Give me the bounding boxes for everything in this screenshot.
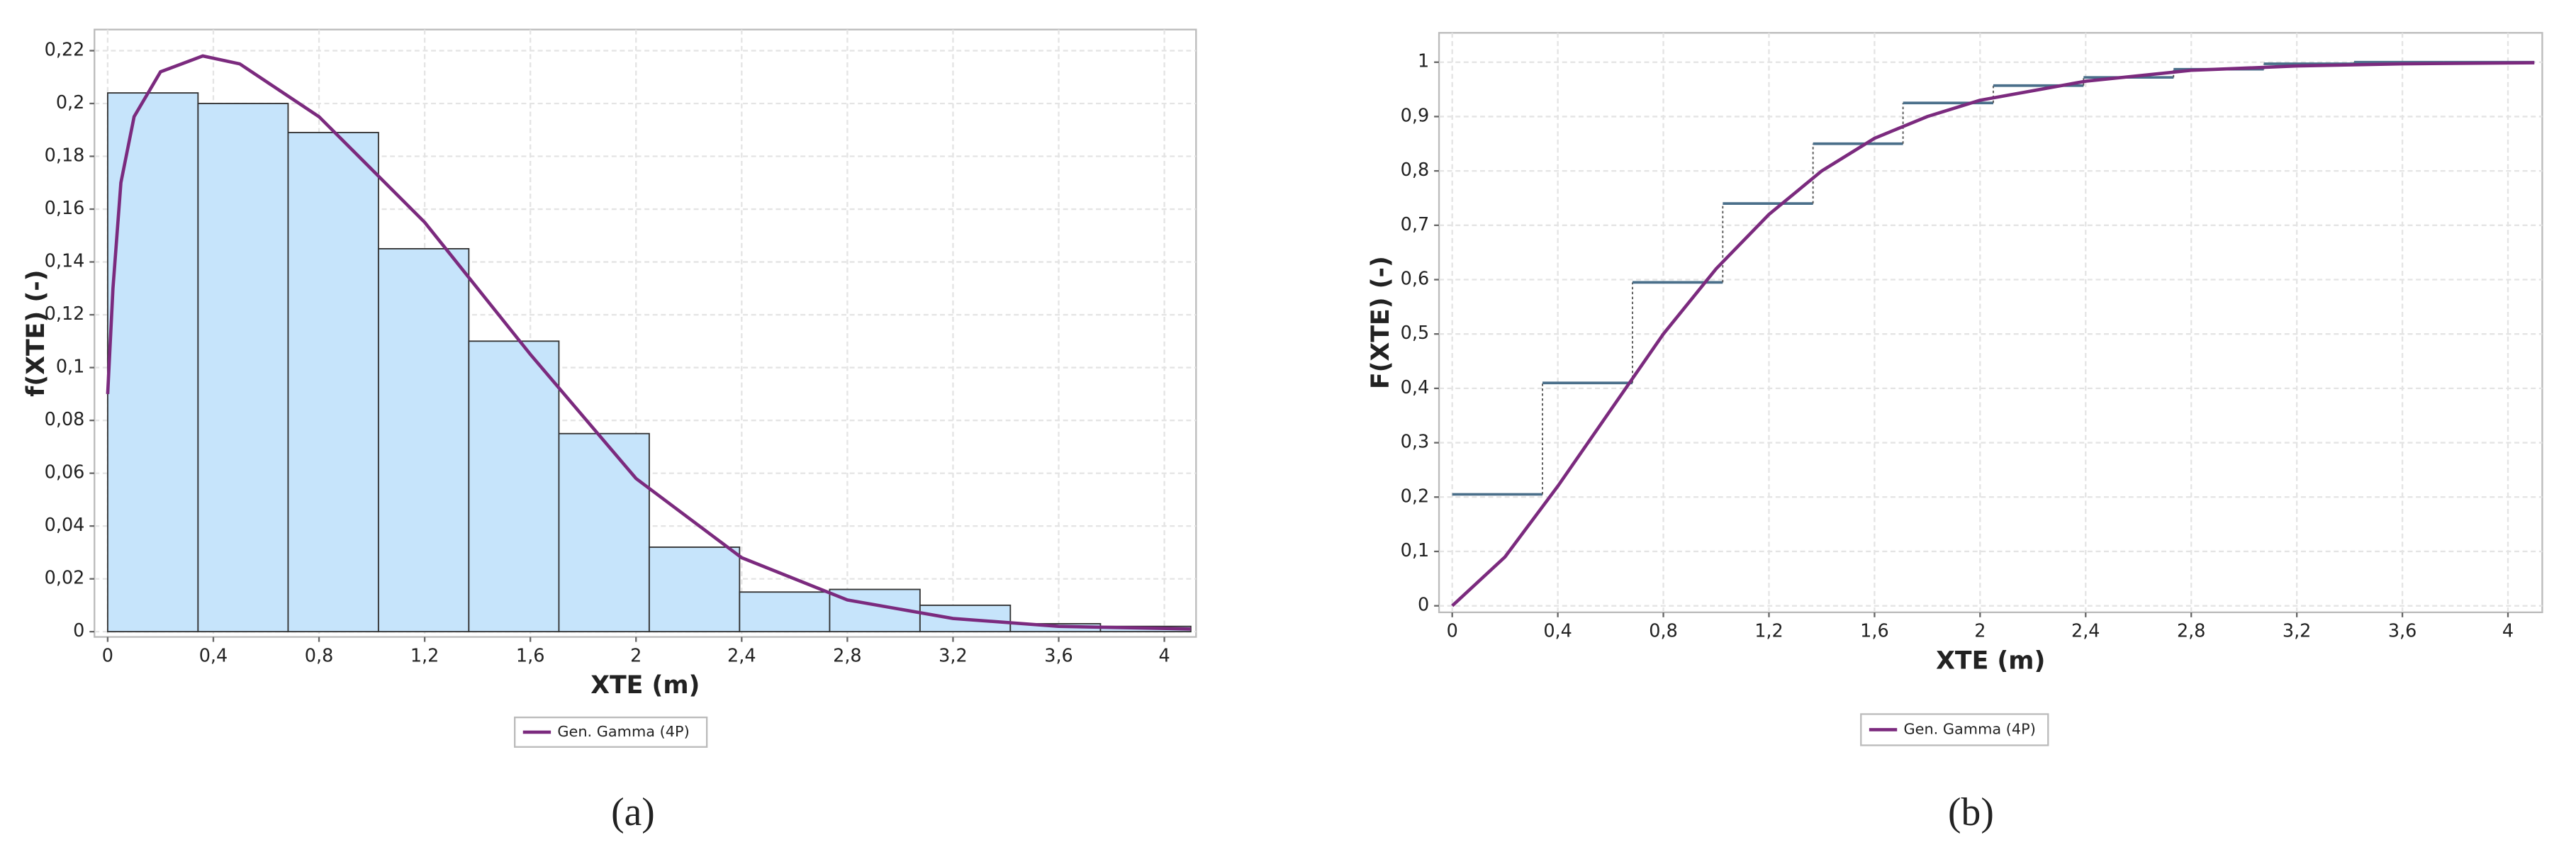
y-tick-label: 0,12 [45, 303, 85, 325]
bar [468, 340, 560, 633]
x-tick-label: 3,6 [2388, 621, 2417, 642]
y-tick-label: 0,3 [1401, 432, 1430, 453]
legend-label: Gen. Gamma (4P) [1903, 720, 2035, 737]
x-tick-label: 1,6 [1860, 621, 1889, 642]
y-axis-label: f(XTE) (-) [22, 270, 50, 397]
x-tick-label: 2 [1974, 621, 1986, 642]
y-tick-label: 0,6 [1401, 269, 1430, 290]
x-tick-label: 2 [630, 645, 642, 666]
caption: (b) [1948, 790, 1994, 834]
bar [558, 432, 650, 633]
x-tick-label: 3,6 [1044, 645, 1073, 666]
y-tick-label: 0,08 [45, 409, 85, 430]
x-axis-label: XTE (m) [1936, 646, 2045, 675]
bar [648, 546, 741, 633]
x-tick-label: 0,8 [305, 645, 334, 666]
x-tick-label: 0,8 [1649, 621, 1678, 642]
y-tick-label: 0,9 [1401, 105, 1430, 126]
x-tick-label: 0 [1447, 621, 1458, 642]
y-tick-label: 0,7 [1401, 214, 1430, 235]
y-tick-label: 0,4 [1401, 377, 1430, 398]
y-tick-label: 0,5 [1401, 323, 1430, 344]
y-tick-label: 0,1 [1401, 540, 1430, 561]
x-axis-label: XTE (m) [590, 671, 700, 700]
bar [739, 591, 831, 633]
bar [106, 92, 199, 633]
plot-area [1438, 32, 2543, 614]
x-tick-label: 3,2 [939, 645, 968, 666]
y-tick-label: 0 [73, 620, 84, 641]
x-tick-label: 0,4 [1543, 621, 1572, 642]
y-tick-label: 0,02 [45, 568, 85, 589]
bar [287, 132, 379, 633]
x-tick-label: 1,2 [1754, 621, 1783, 642]
legend-label: Gen. Gamma (4P) [557, 723, 689, 740]
y-tick-label: 1 [1418, 51, 1429, 72]
y-tick-label: 0,8 [1401, 159, 1430, 181]
y-tick-label: 0,22 [45, 39, 85, 60]
y-tick-label: 0,14 [45, 251, 85, 272]
bar [377, 247, 470, 633]
x-tick-label: 1,6 [516, 645, 545, 666]
y-tick-label: 0,18 [45, 145, 85, 167]
x-tick-label: 4 [2502, 621, 2514, 642]
y-tick-label: 0,2 [56, 92, 85, 113]
x-tick-label: 0 [102, 645, 113, 666]
x-tick-label: 2,4 [727, 645, 756, 666]
y-axis-label: F(XTE) (-) [1367, 256, 1395, 389]
x-tick-label: 1,2 [410, 645, 439, 666]
y-tick-label: 0,06 [45, 462, 85, 483]
x-tick-label: 3,2 [2283, 621, 2312, 642]
y-tick-label: 0,04 [45, 515, 85, 536]
y-tick-label: 0,16 [45, 198, 85, 219]
x-tick-label: 0,4 [199, 645, 228, 666]
x-tick-label: 2,8 [2177, 621, 2206, 642]
y-tick-label: 0 [1418, 595, 1429, 616]
x-tick-label: 4 [1158, 645, 1170, 666]
y-tick-label: 0,1 [56, 357, 85, 378]
caption: (a) [611, 790, 655, 834]
x-tick-label: 2,8 [833, 645, 862, 666]
bar [197, 103, 289, 633]
curve [1451, 61, 2535, 607]
curve [106, 54, 1191, 631]
y-tick-label: 0,2 [1401, 486, 1430, 507]
x-tick-label: 2,4 [2071, 621, 2100, 642]
